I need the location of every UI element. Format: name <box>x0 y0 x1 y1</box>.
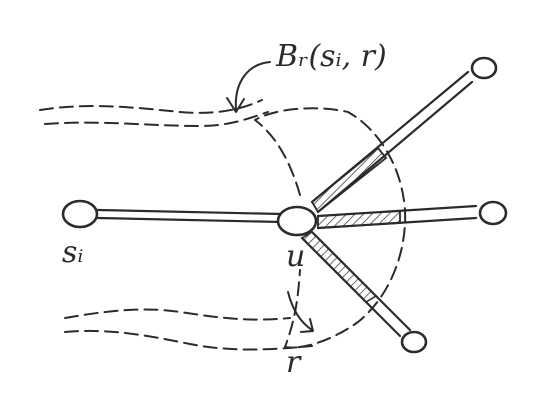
edge-u-right-hatched-segment <box>317 210 401 229</box>
node-top-right <box>470 56 498 80</box>
radius-label: r <box>286 345 302 380</box>
edge-si-u-line-1 <box>96 208 284 216</box>
dashed-strand-top-2 <box>44 111 269 127</box>
label-arrow-curve <box>234 61 271 111</box>
dashed-strand-bottom-2 <box>64 329 313 351</box>
radius-arrow-curve <box>287 291 313 331</box>
center-label: u <box>286 239 305 274</box>
node-right <box>478 200 508 226</box>
ball-label: Bᵣ(sᵢ, r) <box>275 39 387 74</box>
node-s-i <box>61 199 99 229</box>
dashed-strand-bottom-1 <box>64 308 291 321</box>
edge-si-u-line-2 <box>96 216 284 224</box>
node-bottom-right <box>400 330 428 354</box>
node-u <box>276 205 318 237</box>
edge-u-top-hatched-segment <box>310 146 388 214</box>
radius-arrow-head <box>300 318 314 333</box>
edge-u-bottom-hatched-segment <box>300 230 378 304</box>
label-arrow-head <box>226 97 245 113</box>
source-label: sᵢ <box>62 235 83 270</box>
